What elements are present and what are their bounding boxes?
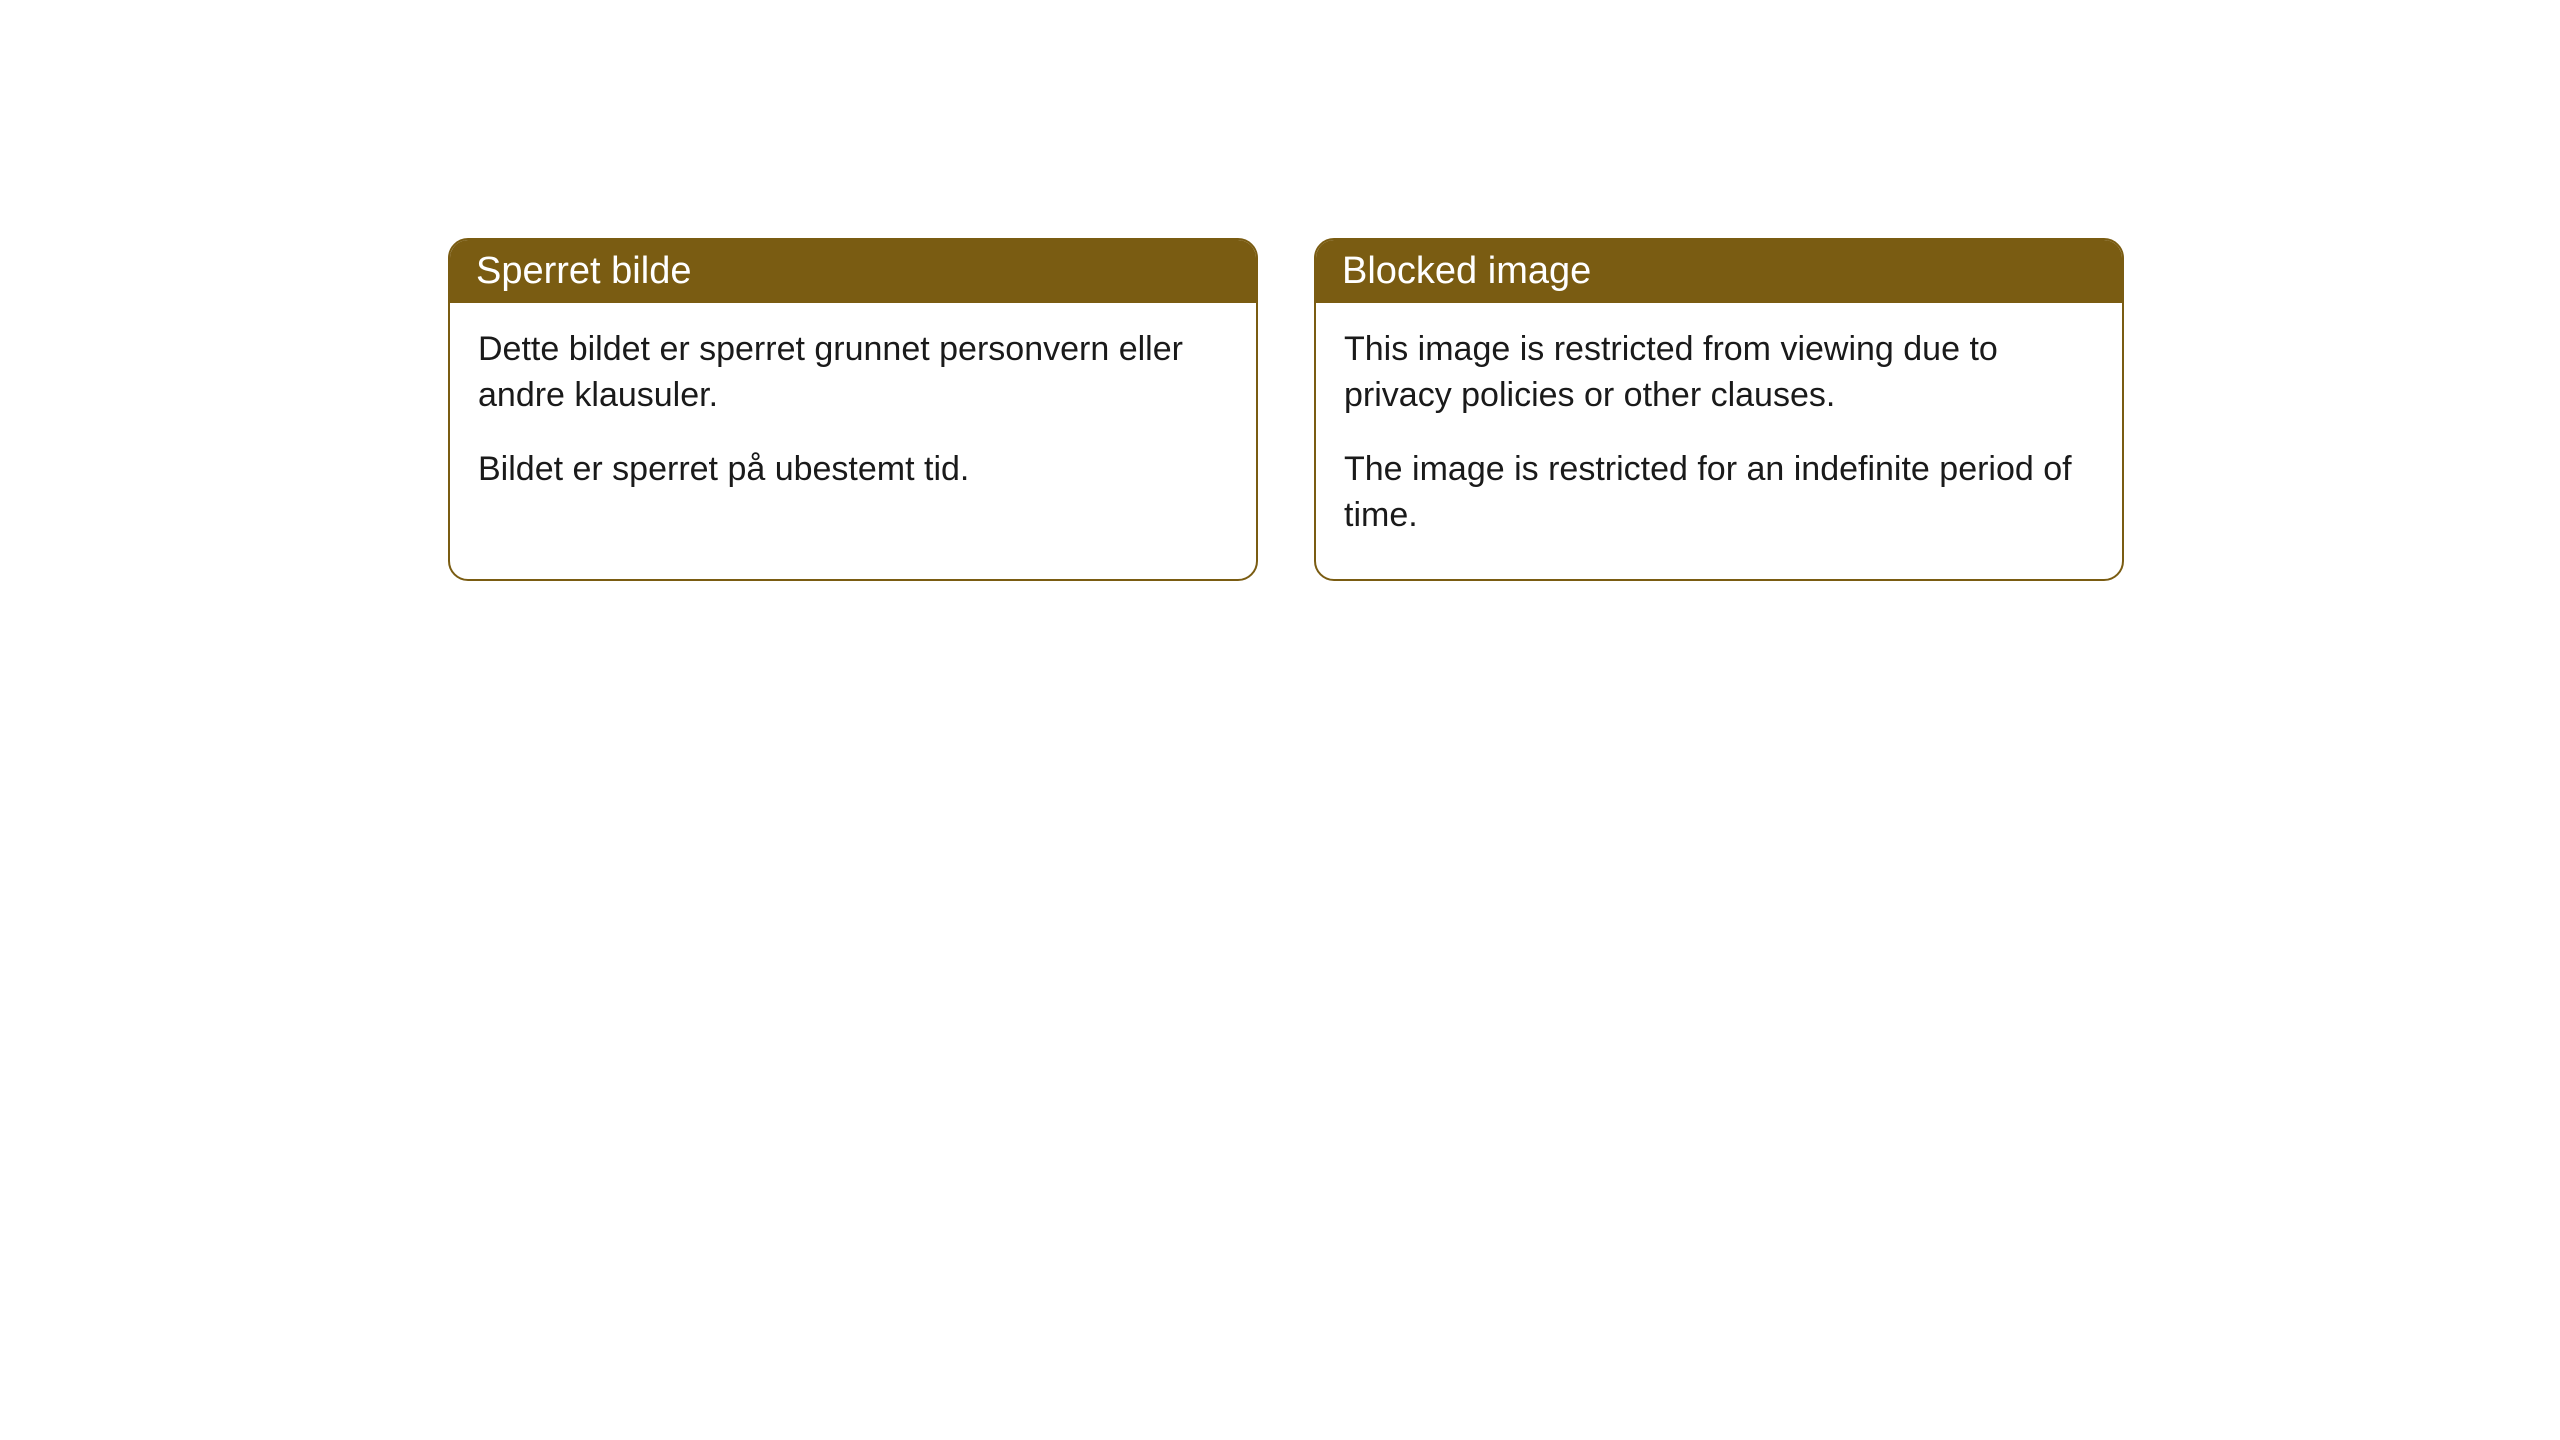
- card-header-norwegian: Sperret bilde: [450, 240, 1256, 303]
- card-text-norwegian-1: Dette bildet er sperret grunnet personve…: [478, 327, 1228, 419]
- card-body-english: This image is restricted from viewing du…: [1316, 303, 2122, 579]
- card-english: Blocked image This image is restricted f…: [1314, 238, 2124, 581]
- card-text-english-2: The image is restricted for an indefinit…: [1344, 447, 2094, 539]
- card-norwegian: Sperret bilde Dette bildet er sperret gr…: [448, 238, 1258, 581]
- card-text-norwegian-2: Bildet er sperret på ubestemt tid.: [478, 447, 1228, 493]
- cards-container: Sperret bilde Dette bildet er sperret gr…: [448, 238, 2124, 581]
- card-text-english-1: This image is restricted from viewing du…: [1344, 327, 2094, 419]
- card-header-english: Blocked image: [1316, 240, 2122, 303]
- card-body-norwegian: Dette bildet er sperret grunnet personve…: [450, 303, 1256, 533]
